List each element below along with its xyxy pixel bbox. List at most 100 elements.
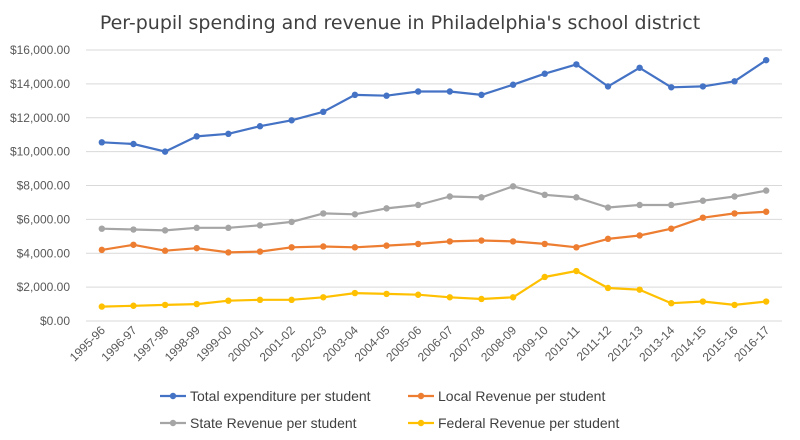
data-point (668, 300, 675, 307)
data-point (193, 300, 200, 308)
data-point (604, 83, 612, 90)
data-point (509, 183, 517, 190)
y-tick-label: $6,000.00 (17, 212, 71, 226)
data-point (668, 201, 675, 209)
data-point (446, 294, 454, 301)
data-point (478, 91, 485, 99)
series-4 (98, 267, 770, 310)
y-tick-label: $10,000.00 (10, 145, 70, 159)
data-point (351, 211, 359, 218)
data-point (256, 248, 264, 255)
data-point (193, 224, 200, 232)
data-point (541, 240, 548, 248)
data-point (225, 224, 232, 232)
data-point (731, 210, 738, 217)
data-point (731, 78, 738, 85)
data-point (699, 197, 707, 204)
data-point (193, 244, 200, 252)
chart-title: Per-pupil spending and revenue in Philad… (100, 12, 700, 34)
series-1 (98, 56, 770, 155)
data-point (636, 232, 643, 239)
series-line (101, 59, 767, 153)
data-point (573, 244, 580, 251)
legend-label: State Revenue per student (190, 415, 357, 431)
data-point (225, 297, 232, 304)
legend-label: Total expenditure per student (190, 388, 371, 404)
data-point (98, 246, 106, 254)
data-point (98, 139, 106, 146)
y-tick-label: $0.00 (40, 314, 70, 328)
data-point (509, 238, 517, 245)
data-point (446, 193, 454, 200)
legend-marker (417, 392, 425, 400)
y-tick-label: $16,000.00 (10, 43, 70, 57)
legend-marker (417, 419, 425, 427)
y-axis-ticks: $0.00 $2,000.00 $4,000.00 $6,000.00 $8,000.0… (10, 43, 70, 328)
series-line (101, 210, 767, 254)
data-point (446, 88, 454, 95)
data-point (636, 286, 643, 293)
data-point (193, 133, 200, 140)
data-point (478, 194, 485, 201)
data-point (573, 61, 580, 68)
data-point (320, 243, 327, 250)
data-point (351, 244, 359, 251)
data-point (225, 130, 232, 138)
data-point (288, 244, 295, 251)
data-point (383, 290, 390, 298)
data-point (161, 148, 169, 155)
data-point (636, 64, 643, 71)
legend-item: State Revenue per student (160, 415, 357, 431)
series-3 (98, 183, 770, 234)
data-point (699, 298, 707, 305)
y-tick-label: $8,000.00 (17, 179, 71, 193)
legend-item: Federal Revenue per student (408, 415, 619, 431)
data-point (130, 302, 137, 309)
data-point (573, 194, 580, 201)
data-point (762, 56, 770, 64)
series-lines (98, 56, 770, 310)
data-point (762, 298, 770, 305)
data-point (541, 191, 548, 199)
legend: Total expenditure per student Local Reven… (160, 388, 619, 431)
data-point (541, 273, 548, 281)
data-point (288, 296, 295, 304)
data-point (256, 296, 264, 304)
data-point (383, 205, 390, 212)
data-point (604, 284, 612, 292)
data-point (351, 289, 359, 297)
data-point (161, 301, 169, 309)
data-point (130, 241, 137, 248)
data-point (509, 81, 517, 88)
data-point (98, 303, 106, 310)
y-tick-label: $12,000.00 (10, 111, 70, 125)
data-point (414, 201, 422, 209)
data-point (604, 235, 612, 243)
data-point (161, 227, 169, 234)
data-point (130, 140, 137, 148)
legend-marker (169, 419, 177, 427)
data-point (288, 218, 295, 226)
data-point (668, 225, 675, 232)
data-point (731, 193, 738, 200)
data-point (731, 301, 738, 309)
data-point (383, 92, 390, 99)
data-point (130, 226, 137, 233)
data-point (414, 88, 422, 95)
y-tick-label: $14,000.00 (10, 77, 70, 91)
data-point (98, 225, 106, 232)
data-point (414, 291, 422, 298)
legend-label: Federal Revenue per student (438, 415, 619, 431)
data-point (351, 91, 359, 99)
data-point (541, 70, 548, 77)
legend-label: Local Revenue per student (438, 388, 605, 404)
data-point (320, 108, 327, 116)
data-point (509, 294, 517, 301)
data-point (668, 84, 675, 91)
x-tick-label: 2016-17 (731, 323, 772, 364)
data-point (699, 214, 707, 221)
data-point (446, 238, 454, 245)
legend-item: Total expenditure per student (160, 388, 371, 404)
legend-item: Local Revenue per student (408, 388, 605, 404)
